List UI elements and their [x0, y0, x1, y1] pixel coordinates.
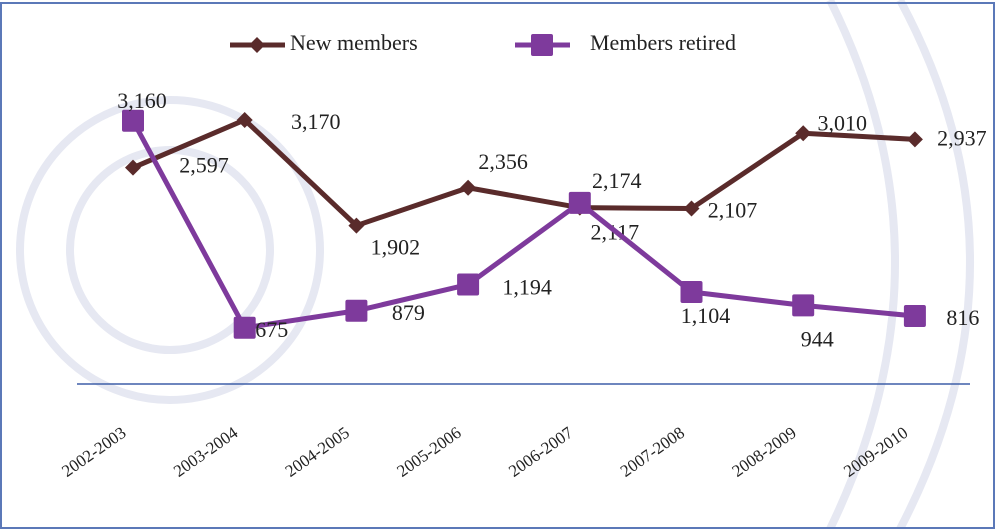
point	[125, 159, 141, 176]
point	[460, 179, 477, 196]
value-label: 3,160	[117, 88, 167, 113]
point	[236, 111, 253, 128]
point	[345, 299, 368, 322]
legend-marker	[531, 34, 553, 56]
value-label: 2,356	[478, 149, 528, 174]
value-label: 1,104	[681, 303, 731, 328]
point	[457, 273, 480, 296]
value-label: 2,597	[179, 153, 229, 178]
legend-label: Members retired	[590, 30, 736, 55]
value-label: 1,194	[502, 275, 552, 300]
value-label: 944	[801, 326, 834, 351]
series-line	[130, 119, 916, 331]
value-label: 2,937	[937, 125, 987, 150]
point	[795, 125, 812, 142]
point	[348, 217, 365, 234]
point	[903, 305, 926, 328]
point	[683, 200, 700, 217]
legend-marker	[249, 37, 265, 53]
series-line	[132, 117, 916, 229]
value-label: 816	[946, 305, 979, 330]
value-label: 3,010	[817, 110, 867, 135]
value-label: 2,107	[708, 198, 758, 223]
decoration	[16, 0, 974, 529]
point	[122, 109, 144, 132]
value-label: 879	[392, 300, 425, 325]
value-label: 3,170	[291, 109, 341, 134]
point	[792, 294, 815, 317]
value-label: 2,174	[592, 168, 642, 193]
value-label: 675	[255, 317, 288, 342]
legend-label: New members	[290, 30, 418, 55]
point	[906, 131, 923, 148]
value-label: 1,902	[371, 235, 421, 260]
point	[233, 316, 256, 339]
point	[680, 281, 703, 304]
point	[568, 191, 591, 214]
